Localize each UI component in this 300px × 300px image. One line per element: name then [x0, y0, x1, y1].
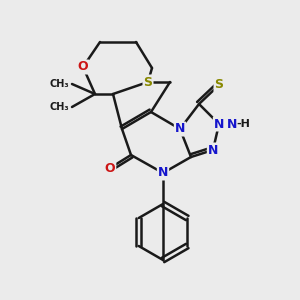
Text: S: S: [214, 79, 224, 92]
Text: N: N: [214, 118, 224, 130]
Text: CH₃: CH₃: [50, 79, 69, 89]
Text: CH₃: CH₃: [50, 102, 69, 112]
Text: N: N: [208, 143, 218, 157]
Text: O: O: [105, 161, 115, 175]
Text: N: N: [175, 122, 185, 136]
Text: -H: -H: [236, 119, 250, 129]
Text: S: S: [143, 76, 152, 88]
Text: O: O: [78, 61, 88, 74]
Text: N: N: [158, 167, 168, 179]
Text: N: N: [227, 118, 237, 130]
